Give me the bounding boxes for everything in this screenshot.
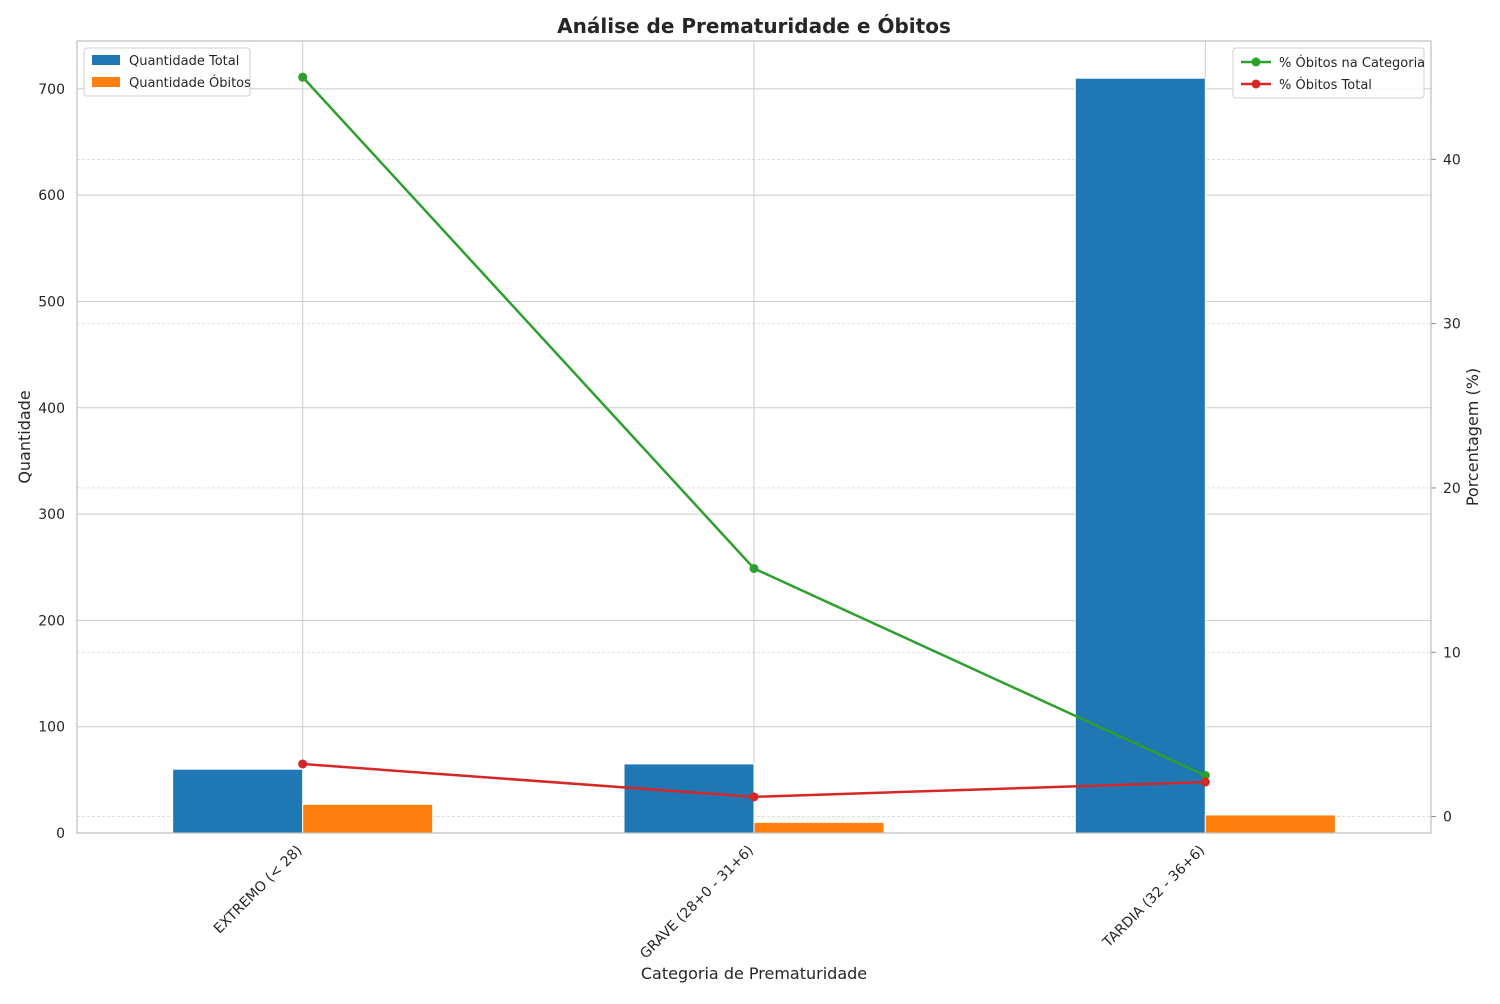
y-tick-label: 500 xyxy=(38,294,65,310)
bar-quantidade-obitos xyxy=(1204,814,1336,834)
legend-label: Quantidade Óbitos xyxy=(129,75,251,91)
y2-tick-label: 0 xyxy=(1443,810,1452,826)
y-tick-label: 600 xyxy=(38,188,65,204)
y2-tick-label: 10 xyxy=(1443,645,1461,661)
y-tick-label: 200 xyxy=(38,613,65,629)
y-tick-label: 700 xyxy=(38,82,65,98)
y-tick-label: 0 xyxy=(56,826,65,842)
x-tick-label: GRAVE (28+0 - 31+6) xyxy=(637,843,757,963)
line-obitos-categoria-point xyxy=(749,563,759,573)
y-axis-title: Quantidade xyxy=(15,390,34,483)
y-tick-label: 300 xyxy=(38,507,65,523)
y-tick-label: 100 xyxy=(38,720,65,736)
plot-area: 0 100 200 300 400 500 600 700 0 10 20 30 40 EXTREMO (… xyxy=(38,40,1461,963)
line-obitos-total-point xyxy=(1200,777,1210,787)
chart-title: Análise de Prematuridade e Óbitos xyxy=(557,14,951,38)
plot-frame xyxy=(76,40,1432,834)
bar-quantidade-total xyxy=(172,768,304,834)
legend-right-box xyxy=(1232,47,1425,99)
line-obitos-categoria-point xyxy=(298,72,308,82)
line-obitos-total-point xyxy=(298,759,308,769)
legend-label: % Óbitos Total xyxy=(1279,77,1372,93)
legend-marker xyxy=(1251,79,1261,89)
bar-quantidade-obitos xyxy=(753,821,885,834)
y-tick-label: 400 xyxy=(38,401,65,417)
line-obitos-categoria-point xyxy=(1200,770,1210,780)
y2-tick-label: 20 xyxy=(1443,481,1461,497)
x-tick-label: TARDIA (32 - 36+6) xyxy=(1099,843,1208,952)
legend-marker xyxy=(1251,57,1261,67)
y2-tick-label: 40 xyxy=(1443,152,1461,168)
line-obitos-total-point xyxy=(749,792,759,802)
legend-label: Quantidade Total xyxy=(129,54,239,69)
bar-quantidade-obitos xyxy=(302,803,434,834)
y2-tick-label: 30 xyxy=(1443,317,1461,333)
legend-left-box xyxy=(83,47,251,97)
y2-axis-title: Porcentagem (%) xyxy=(1463,368,1482,506)
legend-swatch xyxy=(92,55,120,65)
bar-quantidade-total xyxy=(623,763,755,834)
legend-swatch xyxy=(92,77,120,87)
bar-quantidade-total xyxy=(1074,77,1206,834)
x-tick-label: EXTREMO (< 28) xyxy=(211,843,306,938)
legend-label: % Óbitos na Categoria xyxy=(1279,55,1425,71)
x-axis-title: Categoria de Prematuridade xyxy=(641,964,867,983)
